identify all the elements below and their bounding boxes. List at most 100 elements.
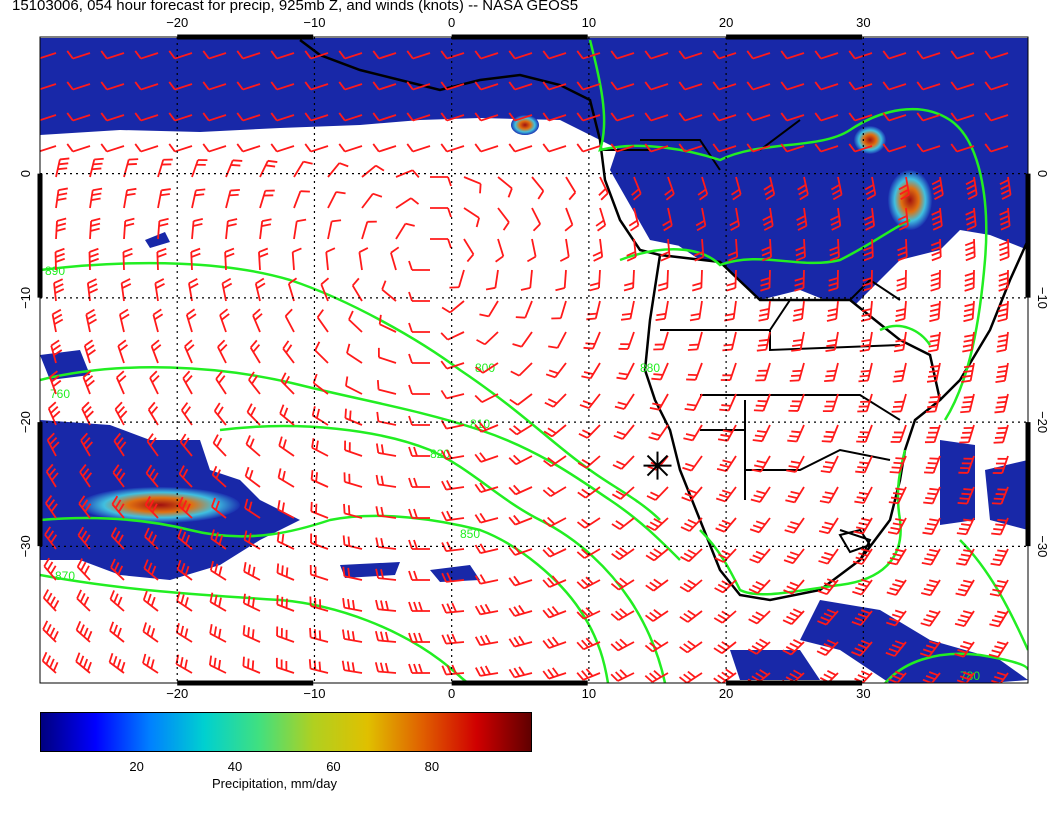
- wind-barb: [583, 331, 601, 350]
- wind-barb: [816, 639, 839, 656]
- wind-barb: [644, 639, 669, 653]
- wind-barb: [338, 112, 363, 122]
- wind-barb: [644, 112, 669, 122]
- wind-barb: [157, 217, 169, 240]
- wind-barb: [712, 81, 737, 91]
- wind-barbs: [40, 50, 1012, 683]
- wind-barb: [752, 424, 771, 443]
- wind-barb: [962, 331, 975, 353]
- wind-barb: [408, 322, 430, 333]
- wind-barb: [792, 300, 805, 322]
- wind-barb: [474, 143, 499, 153]
- wind-barb: [508, 143, 533, 153]
- wind-barb: [610, 638, 635, 652]
- wind-barb: [885, 640, 907, 657]
- wind-barb: [395, 222, 415, 240]
- wind-barb: [377, 347, 397, 364]
- wind-barb: [145, 464, 159, 488]
- height-contours: [40, 39, 1028, 683]
- wind-barb: [678, 81, 703, 91]
- wind-barb: [814, 143, 839, 153]
- wind-barb: [408, 663, 430, 674]
- wind-barb: [924, 424, 941, 444]
- wind-barb: [270, 50, 295, 60]
- wind-barb: [441, 602, 465, 614]
- wind-barb: [291, 247, 302, 271]
- wind-barb: [531, 207, 541, 232]
- wind-barb: [408, 260, 430, 271]
- wind-barb: [115, 370, 127, 395]
- wind-barb: [109, 621, 125, 643]
- wind-barb: [53, 278, 65, 302]
- wind-barb: [184, 339, 195, 364]
- wind-barb: [304, 143, 329, 153]
- wind-barb: [746, 81, 771, 91]
- wind-barb: [864, 176, 877, 201]
- lon-tick-label-top: 10: [582, 15, 596, 30]
- wind-barb: [954, 610, 975, 627]
- wind-barb: [785, 486, 805, 504]
- wind-barb: [209, 592, 227, 612]
- wind-barb: [327, 191, 346, 209]
- wind-barb: [610, 577, 635, 591]
- wind-barb: [277, 468, 295, 488]
- wind-barb: [678, 143, 703, 153]
- wind-barb: [343, 503, 363, 519]
- wind-barb: [108, 652, 126, 674]
- wind-barb: [681, 486, 703, 502]
- wind-barb: [589, 269, 601, 292]
- wind-barb: [715, 486, 737, 503]
- wind-barb: [244, 498, 261, 519]
- wind-barb: [787, 424, 805, 443]
- wind-barb: [320, 277, 330, 302]
- wind-barb: [376, 380, 397, 395]
- wind-barb: [916, 112, 941, 122]
- wind-barb: [276, 594, 295, 612]
- wind-barb: [616, 362, 635, 380]
- lon-tick-label-top: 30: [856, 15, 870, 30]
- lesotho: [838, 528, 872, 554]
- wind-barb: [245, 435, 261, 457]
- wind-barb: [440, 143, 465, 153]
- contour-label: 760: [50, 387, 70, 401]
- wind-barb: [992, 455, 1009, 474]
- wind-barb: [50, 339, 63, 364]
- wind-barb: [508, 575, 533, 587]
- wind-barb: [788, 393, 805, 412]
- wind-barb: [341, 660, 363, 674]
- lon-tick-label-bottom: −20: [166, 686, 188, 700]
- wind-barb: [375, 630, 397, 643]
- wind-barb: [308, 659, 329, 674]
- wind-barb: [860, 300, 873, 322]
- wind-barb: [545, 362, 567, 379]
- wind-barb: [581, 362, 601, 380]
- precip-colorbar: [40, 712, 532, 752]
- wind-barb: [680, 517, 703, 532]
- wind-barb: [893, 331, 907, 353]
- wind-barb: [55, 187, 68, 209]
- wind-barb: [508, 50, 533, 60]
- wind-barb: [463, 207, 480, 228]
- wind-barb: [794, 269, 805, 292]
- wind-barb: [463, 238, 475, 263]
- wind-barb: [209, 624, 227, 643]
- wind-barb: [989, 579, 1009, 597]
- wind-barb: [984, 143, 1009, 153]
- wind-barb: [678, 670, 703, 683]
- wind-barb: [143, 559, 159, 581]
- wind-barb: [390, 246, 400, 271]
- wind-barb: [304, 50, 329, 60]
- wind-barb: [760, 269, 771, 292]
- wind-barb: [998, 238, 1010, 262]
- wind-barb: [916, 50, 941, 60]
- wind-barb: [474, 512, 499, 524]
- wind-barb: [542, 81, 567, 91]
- wind-barb: [996, 331, 1009, 353]
- wind-barb: [40, 114, 57, 122]
- wind-barb: [848, 143, 873, 153]
- wind-barb: [117, 339, 128, 364]
- wind-barb: [474, 452, 499, 463]
- wind-barb: [309, 627, 329, 643]
- wind-barb: [372, 143, 397, 153]
- wind-barb: [954, 640, 975, 658]
